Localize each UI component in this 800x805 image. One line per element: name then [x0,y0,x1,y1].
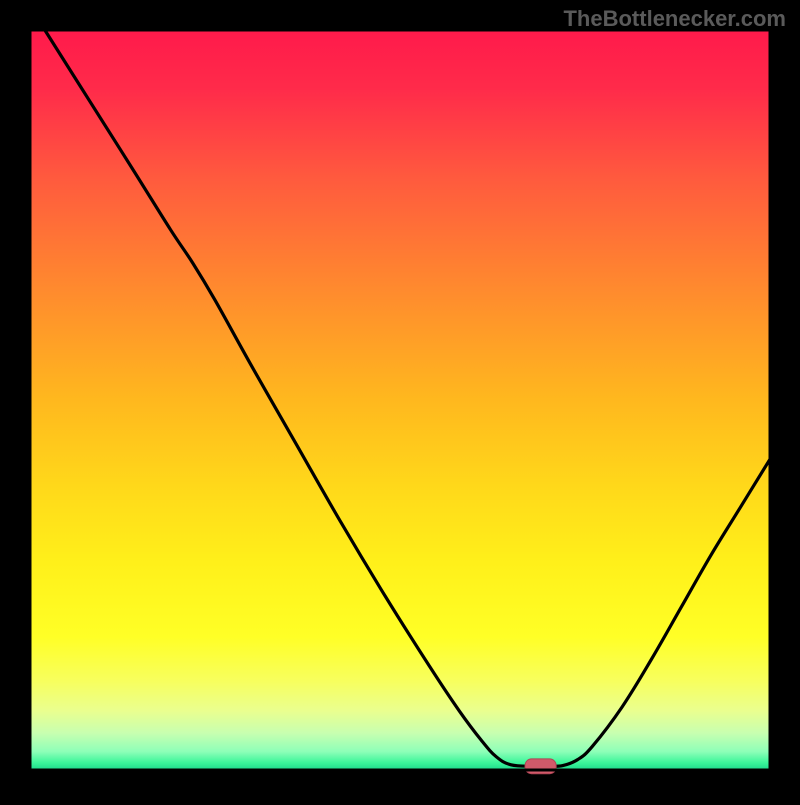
bottleneck-chart [0,0,800,800]
watermark-text: TheBottlenecker.com [563,6,786,32]
plot-background [30,30,770,770]
chart-svg [0,0,800,800]
